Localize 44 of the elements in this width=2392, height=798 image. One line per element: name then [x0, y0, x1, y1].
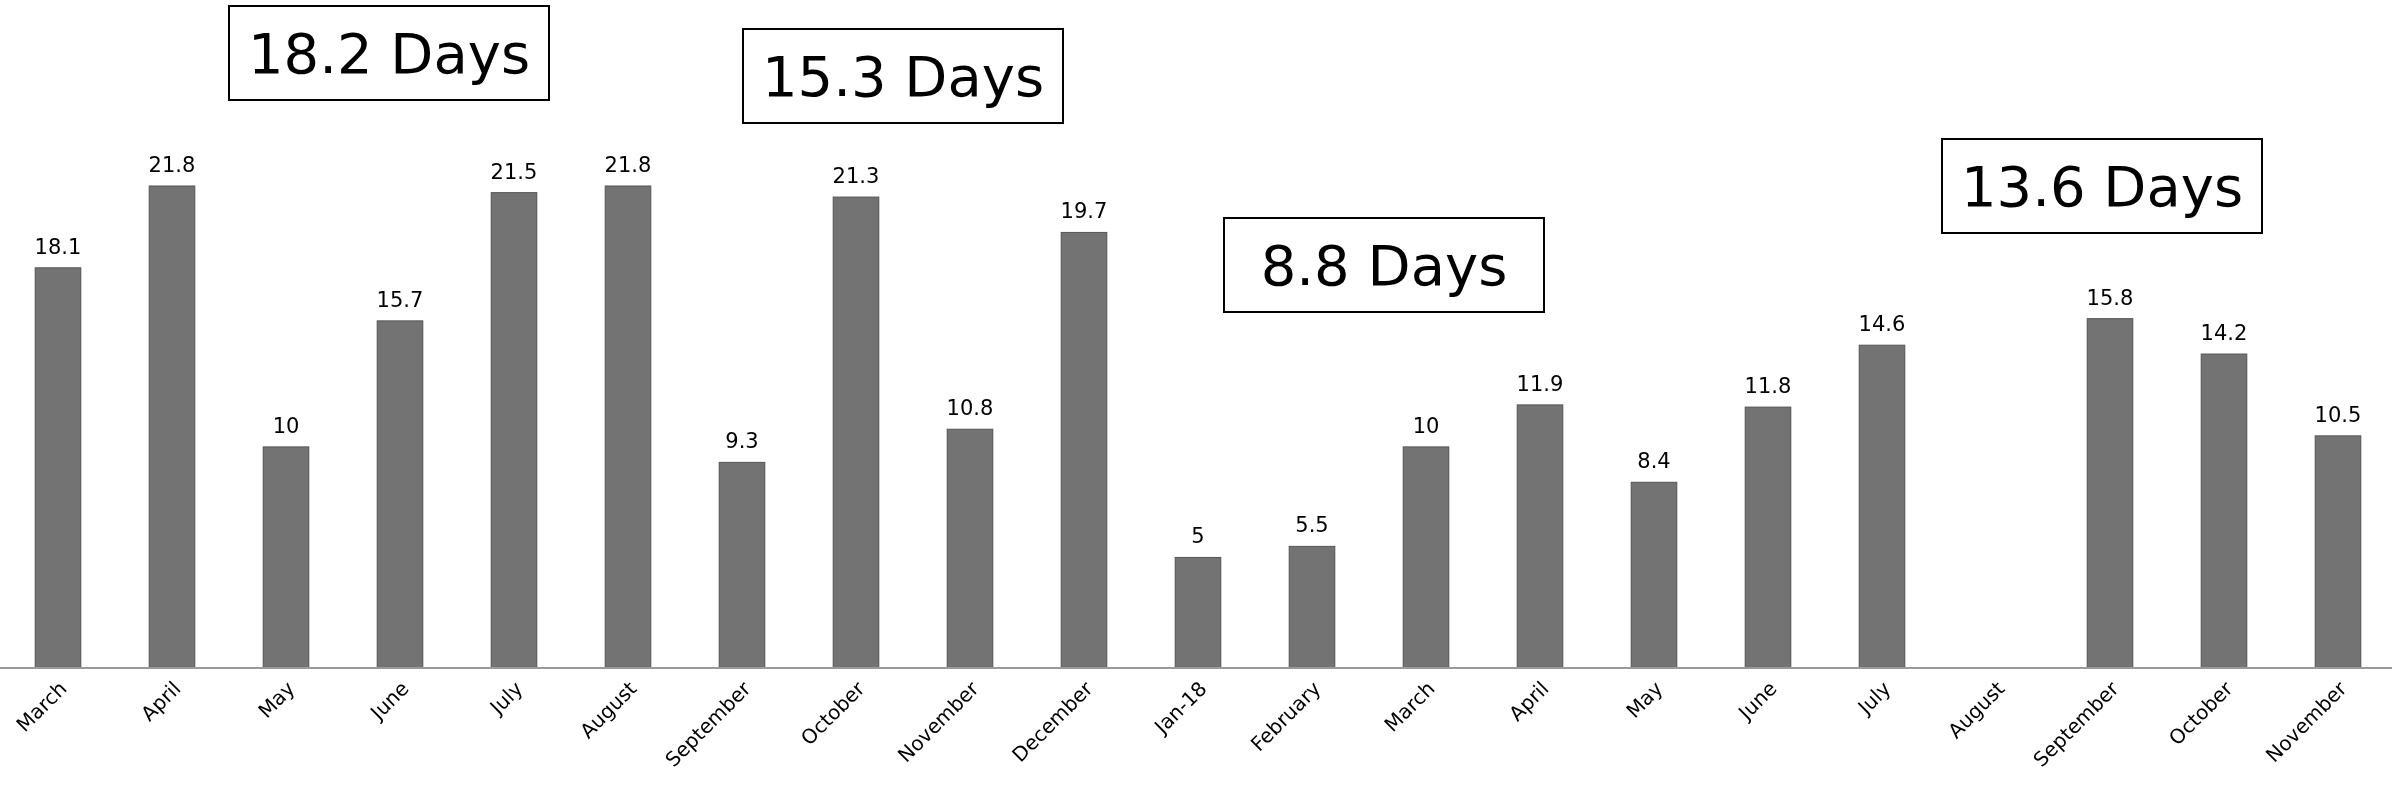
data-label: 11.8	[1744, 374, 1792, 399]
bar	[1516, 404, 1564, 669]
bar	[2086, 318, 2134, 669]
bar	[1858, 344, 1906, 669]
data-label: 14.6	[1858, 312, 1906, 337]
data-label: 10.5	[2314, 402, 2362, 427]
bar	[604, 185, 652, 669]
bar	[946, 428, 994, 669]
bar	[2314, 435, 2362, 669]
data-label: 10.8	[946, 396, 994, 421]
bar	[1060, 231, 1108, 669]
data-label: 15.8	[2086, 285, 2134, 310]
data-label: 5	[1191, 524, 1205, 549]
bar	[148, 185, 196, 669]
data-label: 9.3	[725, 429, 759, 454]
data-label: 11.9	[1516, 371, 1564, 396]
data-label: 10	[1412, 413, 1440, 438]
bar	[2200, 353, 2248, 669]
data-label: 10	[272, 413, 300, 438]
data-label: 18.1	[34, 234, 82, 259]
data-label: 8.4	[1637, 449, 1671, 474]
data-label: 14.2	[2200, 321, 2248, 346]
bar	[1630, 481, 1678, 669]
bar	[34, 267, 82, 669]
data-label: 5.5	[1295, 513, 1329, 538]
data-label: 21.5	[490, 159, 538, 184]
bar	[1288, 545, 1336, 669]
bar	[1402, 446, 1450, 669]
bar	[832, 196, 880, 669]
bar	[262, 446, 310, 669]
bar	[1744, 406, 1792, 669]
bar	[1174, 556, 1222, 669]
text: 15.3 Days	[761, 43, 1045, 109]
data-label: 21.3	[832, 164, 880, 189]
annotation: 8.8 Days	[1260, 232, 1508, 298]
data-label: 19.7	[1060, 199, 1108, 224]
text: 18.2 Days	[247, 20, 531, 86]
annotation: 13.6 Days	[1960, 153, 2244, 219]
bar	[490, 192, 538, 669]
bar	[718, 461, 766, 669]
data-label: 21.8	[148, 153, 196, 177]
bar	[376, 320, 424, 669]
data-label: 21.8	[604, 153, 652, 177]
data-label: 15.7	[376, 287, 424, 312]
